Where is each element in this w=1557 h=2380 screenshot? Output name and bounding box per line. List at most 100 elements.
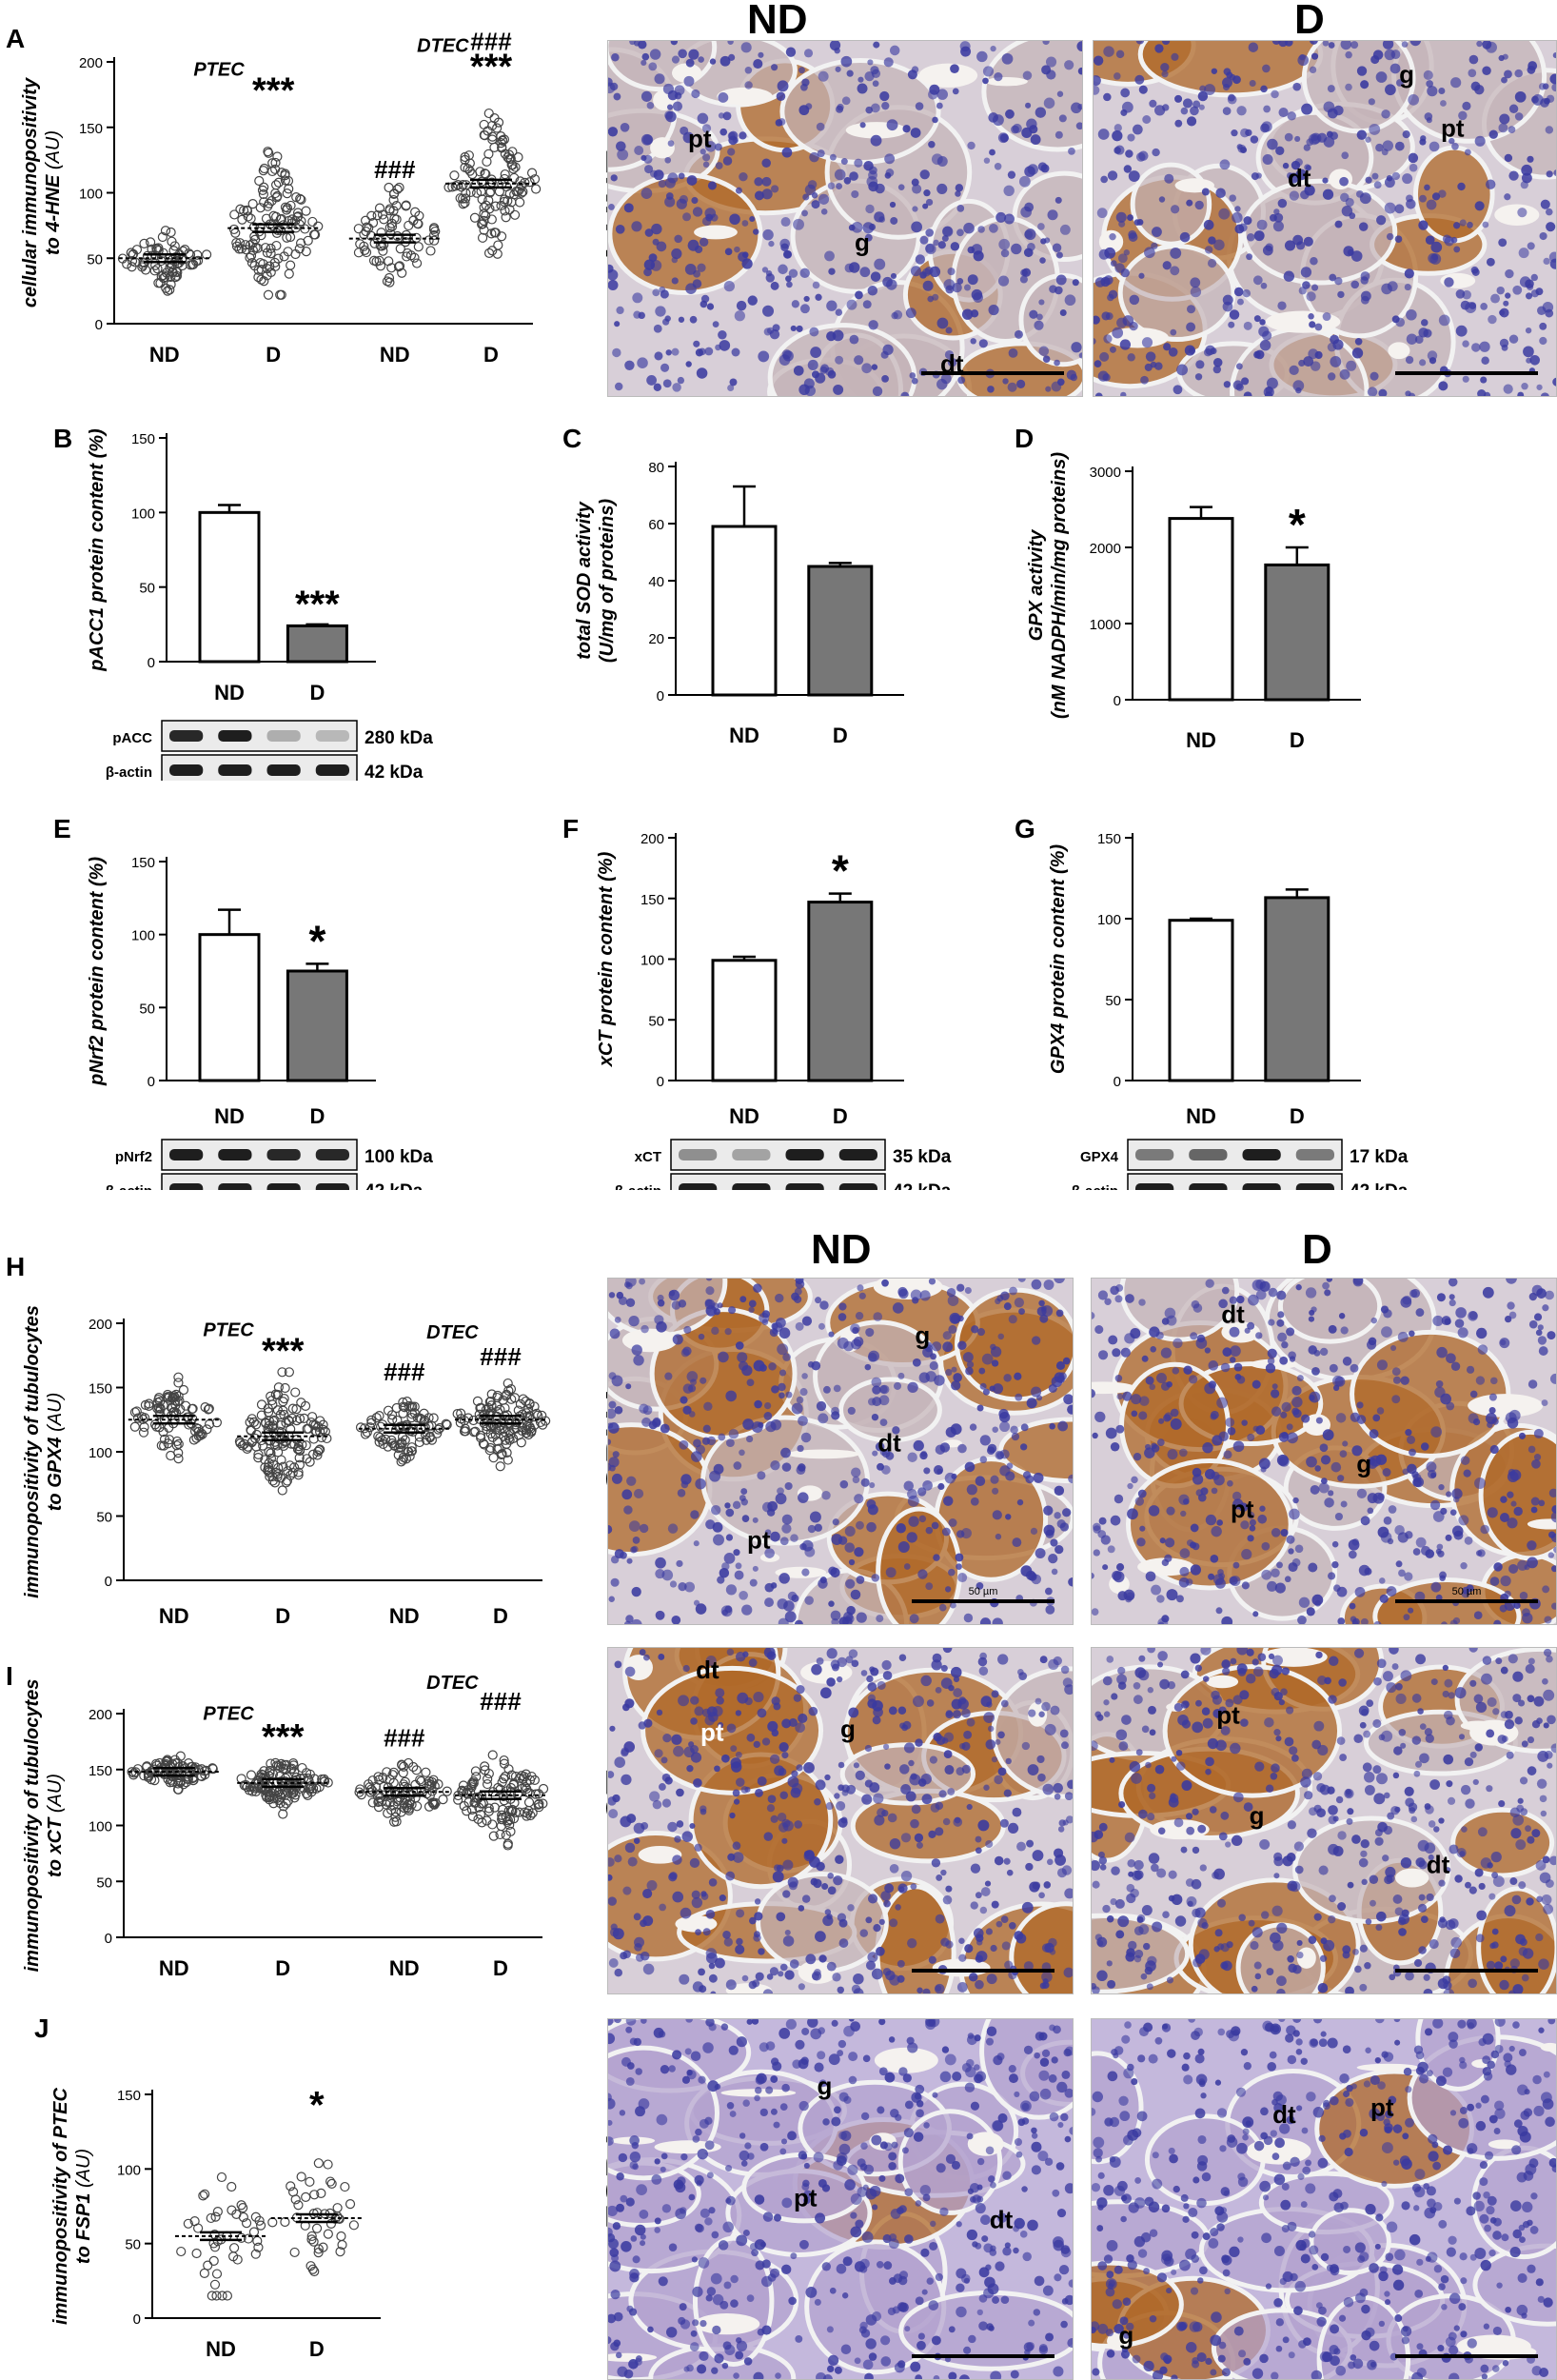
cell-nucleus <box>1527 1379 1538 1389</box>
cell-nucleus <box>1123 165 1133 173</box>
cell-nucleus <box>739 1495 746 1502</box>
data-point <box>464 166 475 176</box>
cell-nucleus <box>795 1321 804 1331</box>
cell-nucleus <box>1059 1729 1069 1738</box>
cell-nucleus <box>1038 299 1045 306</box>
cell-nucleus <box>1322 188 1334 200</box>
cell-nucleus <box>848 1649 858 1658</box>
cell-nucleus <box>607 280 619 290</box>
cell-nucleus <box>1400 1376 1409 1385</box>
cell-nucleus <box>1253 315 1261 323</box>
cell-nucleus <box>1094 1325 1104 1335</box>
cell-nucleus <box>1364 1567 1372 1576</box>
cell-nucleus <box>717 1302 723 1309</box>
cell-nucleus <box>1235 363 1243 370</box>
cell-nucleus <box>1051 1568 1058 1576</box>
cell-nucleus <box>1395 1693 1407 1704</box>
cell-nucleus <box>718 92 729 103</box>
cell-nucleus <box>1103 275 1114 286</box>
data-point <box>489 113 500 124</box>
lumen-shape <box>1394 1868 1429 1888</box>
cell-nucleus <box>689 315 698 324</box>
cell-nucleus <box>1012 1537 1022 1548</box>
cell-nucleus <box>1190 1564 1202 1576</box>
cell-nucleus <box>971 1325 979 1334</box>
cell-nucleus <box>1018 175 1031 188</box>
cell-nucleus <box>686 1371 699 1382</box>
cell-nucleus <box>1129 294 1140 306</box>
data-point <box>234 238 246 248</box>
data-point <box>289 1767 300 1777</box>
cell-nucleus <box>936 378 948 390</box>
cell-nucleus <box>1284 40 1293 47</box>
cell-nucleus <box>1417 1903 1428 1913</box>
cell-nucleus <box>1449 1294 1455 1300</box>
data-point <box>373 1431 384 1441</box>
cell-nucleus <box>807 359 818 370</box>
data-point <box>373 1772 384 1782</box>
cell-nucleus <box>1277 1332 1288 1342</box>
data-point <box>397 268 407 278</box>
cell-nucleus <box>1296 1375 1304 1382</box>
cell-nucleus <box>883 57 894 68</box>
significance-mark: * <box>1289 500 1306 549</box>
cell-nucleus <box>1527 1540 1537 1551</box>
cell-nucleus <box>609 1328 621 1339</box>
data-point <box>256 1399 267 1410</box>
cell-nucleus <box>804 1596 814 1605</box>
cell-nucleus <box>878 1395 890 1406</box>
cell-nucleus <box>836 1676 843 1683</box>
cell-nucleus <box>1147 1705 1156 1715</box>
cell-nucleus <box>614 1854 622 1863</box>
data-point <box>502 1389 512 1399</box>
data-point <box>275 289 286 300</box>
cell-nucleus <box>1246 232 1255 242</box>
micrograph-col-label-d: D <box>1294 0 1325 43</box>
cell-nucleus <box>991 1690 999 1698</box>
panel-letter: F <box>562 814 579 843</box>
cell-nucleus <box>1273 1873 1280 1879</box>
cell-nucleus <box>715 1688 725 1698</box>
cell-nucleus <box>1150 1346 1156 1353</box>
cell-nucleus <box>799 304 810 314</box>
cell-nucleus <box>1508 1654 1518 1664</box>
cell-nucleus <box>1135 40 1145 45</box>
cell-nucleus <box>1174 119 1183 128</box>
cell-nucleus <box>620 122 630 132</box>
cell-nucleus <box>1457 1327 1468 1339</box>
cell-nucleus <box>1294 135 1301 143</box>
micrograph-border <box>607 40 1083 397</box>
cell-nucleus <box>1356 1488 1368 1499</box>
data-point <box>471 1772 482 1782</box>
cell-nucleus <box>1272 1939 1284 1952</box>
cell-nucleus <box>1297 1615 1307 1625</box>
cell-nucleus <box>640 1919 647 1928</box>
cell-nucleus <box>1291 1385 1302 1396</box>
cell-nucleus <box>1227 1479 1233 1487</box>
cell-nucleus <box>1117 1666 1126 1676</box>
cell-nucleus <box>1352 1948 1359 1955</box>
cell-nucleus <box>853 1973 864 1985</box>
data-point <box>279 251 289 262</box>
cell-nucleus <box>1054 1372 1065 1383</box>
cell-nucleus <box>638 311 645 320</box>
cell-nucleus <box>1412 1548 1421 1556</box>
x-tick-label: D <box>1290 1104 1305 1128</box>
cell-nucleus <box>1144 247 1155 259</box>
cell-nucleus <box>1535 1329 1543 1337</box>
cell-nucleus <box>608 1958 619 1968</box>
cell-nucleus <box>1063 1394 1074 1405</box>
cell-nucleus <box>1249 79 1256 87</box>
data-point <box>469 212 481 223</box>
y-tick-label: 40 <box>648 574 664 590</box>
cell-nucleus <box>807 1360 815 1368</box>
cell-nucleus <box>1127 1482 1133 1490</box>
cell-nucleus <box>1451 1488 1463 1499</box>
cell-nucleus <box>1011 243 1022 255</box>
cell-nucleus <box>1198 104 1205 110</box>
cell-nucleus <box>1256 219 1268 230</box>
data-point <box>284 184 294 194</box>
bar <box>1264 563 1330 702</box>
cell-nucleus <box>1547 1715 1556 1725</box>
